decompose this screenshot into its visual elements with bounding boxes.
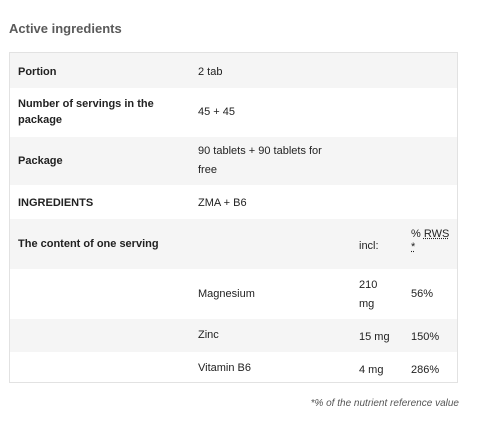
nutrient-amount: 210 mg [359, 279, 378, 310]
nutrient-rws: 150% [411, 331, 440, 343]
nutrient-name: Magnesium [198, 288, 255, 300]
ingredients-label: INGREDIENTS [18, 197, 94, 209]
rws-header: % RWS * [411, 228, 449, 254]
section-title: Active ingredients [9, 21, 122, 36]
table-row-portion: Portion 2 tab [10, 53, 457, 88]
servings-label: Number of servings in the package [18, 98, 154, 126]
package-label: Package [18, 155, 63, 167]
rws-star: * [411, 241, 416, 253]
nutrient-row: Vitamin B6 4 mg 286% [10, 352, 457, 382]
portion-label: Portion [18, 66, 57, 78]
nutrient-row: Magnesium 210 mg 56% [10, 269, 457, 319]
table-row-content-header: The content of one serving incl: % RWS * [10, 219, 457, 269]
table-row-ingredients: INGREDIENTS ZMA + B6 [10, 185, 457, 219]
table-row-servings: Number of servings in the package 45 + 4… [10, 88, 457, 137]
content-header-label: The content of one serving [18, 238, 159, 250]
nutrient-row: Zinc 15 mg 150% [10, 319, 457, 352]
footnote: *% of the nutrient reference value [310, 398, 459, 409]
nutrient-amount: 4 mg [359, 364, 384, 376]
rws-percent: % [411, 228, 421, 240]
nutrient-rws: 56% [411, 288, 434, 300]
nutrient-name: Zinc [198, 329, 219, 341]
package-value: 90 tablets + 90 tablets for free [198, 145, 322, 176]
servings-value: 45 + 45 [198, 106, 236, 118]
nutrient-name: Vitamin B6 [198, 362, 251, 374]
ingredients-table: Portion 2 tab Number of servings in the … [9, 52, 458, 383]
portion-value: 2 tab [198, 66, 223, 78]
rws-abbr: RWS [423, 228, 450, 240]
amount-header: incl: [359, 240, 379, 252]
table-row-package: Package 90 tablets + 90 tablets for free [10, 137, 457, 185]
nutrient-rws: 286% [411, 364, 440, 376]
nutrient-amount: 15 mg [359, 331, 390, 343]
ingredients-value: ZMA + B6 [198, 197, 247, 209]
